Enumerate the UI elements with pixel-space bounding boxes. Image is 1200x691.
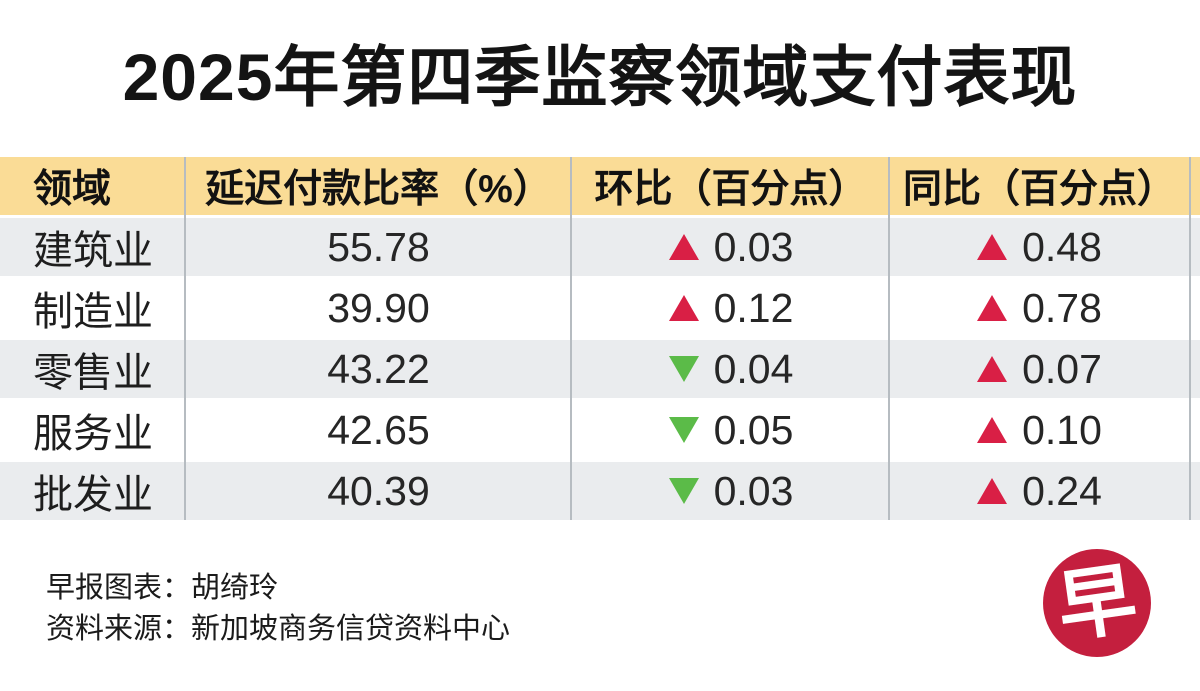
sector-cell: 建筑业	[33, 229, 153, 273]
yoy-cell: 0.10	[890, 407, 1189, 454]
qoq-cell: 0.03	[572, 468, 890, 515]
trend-up-icon	[668, 295, 699, 321]
qoq-cell: 0.12	[572, 285, 890, 332]
qoq-value: 0.05	[713, 406, 794, 453]
yoy-value: 0.48	[1022, 223, 1102, 270]
column-divider	[570, 157, 572, 520]
trend-up-icon	[668, 234, 699, 260]
zaobao-logo: 早	[1043, 549, 1151, 657]
table-row: 批发业 40.39 0.03 0.24	[0, 462, 1200, 520]
col-header-yoy: 同比（百分点）	[902, 168, 1176, 211]
rate-cell: 55.78	[327, 223, 430, 270]
col-header-delay-rate: 延迟付款比率（%）	[205, 168, 552, 211]
table-row: 服务业 42.65 0.05 0.10	[0, 401, 1200, 459]
trend-down-icon	[668, 356, 699, 382]
qoq-trend: 0.03	[668, 467, 794, 515]
rate-cell: 40.39	[327, 467, 430, 514]
yoy-cell: 0.48	[890, 224, 1189, 271]
sector-cell: 服务业	[33, 412, 153, 456]
table-row: 零售业 43.22 0.04 0.07	[0, 340, 1200, 398]
trend-down-icon	[668, 417, 699, 443]
payment-performance-table: 领域 延迟付款比率（%） 环比（百分点） 同比（百分点） 建筑业 55.78 0…	[0, 157, 1200, 520]
trend-up-icon	[977, 234, 1008, 260]
yoy-cell: 0.78	[890, 285, 1189, 332]
sector-cell: 零售业	[33, 351, 153, 395]
rate-cell: 42.65	[327, 406, 430, 453]
rate-cell: 43.22	[327, 345, 430, 392]
yoy-trend: 0.48	[977, 224, 1102, 271]
column-divider	[1189, 157, 1191, 520]
chart-credit: 早报图表：胡绮玲	[46, 572, 279, 604]
table-body: 建筑业 55.78 0.03 0.48 制造业 39.90 0.12	[0, 218, 1200, 520]
sector-cell: 批发业	[33, 473, 153, 517]
trend-up-icon	[977, 356, 1008, 382]
trend-down-icon	[668, 478, 699, 504]
footer: 早报图表：胡绮玲 资料来源：新加坡商务信贷资料中心	[46, 568, 510, 650]
trend-up-icon	[977, 295, 1008, 321]
qoq-cell: 0.05	[572, 407, 890, 454]
yoy-cell: 0.07	[890, 346, 1189, 393]
page-title: 2025年第四季监察领域支付表现	[122, 40, 1078, 114]
sector-cell: 制造业	[33, 290, 153, 334]
yoy-value: 0.24	[1022, 467, 1102, 514]
qoq-trend: 0.12	[668, 284, 794, 332]
yoy-trend: 0.24	[977, 468, 1102, 515]
qoq-value: 0.04	[713, 345, 794, 392]
column-divider	[888, 157, 890, 520]
col-header-sector: 领域	[33, 168, 112, 211]
col-header-qoq: 环比（百分点）	[594, 168, 868, 211]
qoq-trend: 0.03	[668, 223, 794, 271]
table-header-row: 领域 延迟付款比率（%） 环比（百分点） 同比（百分点）	[0, 157, 1200, 215]
column-divider	[184, 157, 186, 520]
qoq-trend: 0.04	[668, 345, 794, 393]
yoy-value: 0.78	[1022, 284, 1102, 331]
trend-up-icon	[977, 417, 1008, 443]
yoy-trend: 0.07	[977, 346, 1102, 393]
qoq-value: 0.03	[713, 223, 794, 270]
yoy-value: 0.10	[1022, 406, 1102, 453]
qoq-value: 0.12	[713, 284, 794, 331]
yoy-value: 0.07	[1022, 345, 1102, 392]
rate-cell: 39.90	[327, 284, 430, 331]
table-row: 建筑业 55.78 0.03 0.48	[0, 218, 1200, 276]
qoq-trend: 0.05	[668, 406, 794, 454]
yoy-trend: 0.78	[977, 285, 1102, 332]
trend-up-icon	[977, 478, 1008, 504]
qoq-cell: 0.04	[572, 346, 890, 393]
yoy-trend: 0.10	[977, 407, 1102, 454]
data-source: 资料来源：新加坡商务信贷资料中心	[46, 613, 511, 645]
table-row: 制造业 39.90 0.12 0.78	[0, 279, 1200, 337]
yoy-cell: 0.24	[890, 468, 1189, 515]
zaobao-logo-glyph: 早	[1052, 553, 1142, 653]
qoq-cell: 0.03	[572, 224, 890, 271]
qoq-value: 0.03	[713, 467, 794, 514]
